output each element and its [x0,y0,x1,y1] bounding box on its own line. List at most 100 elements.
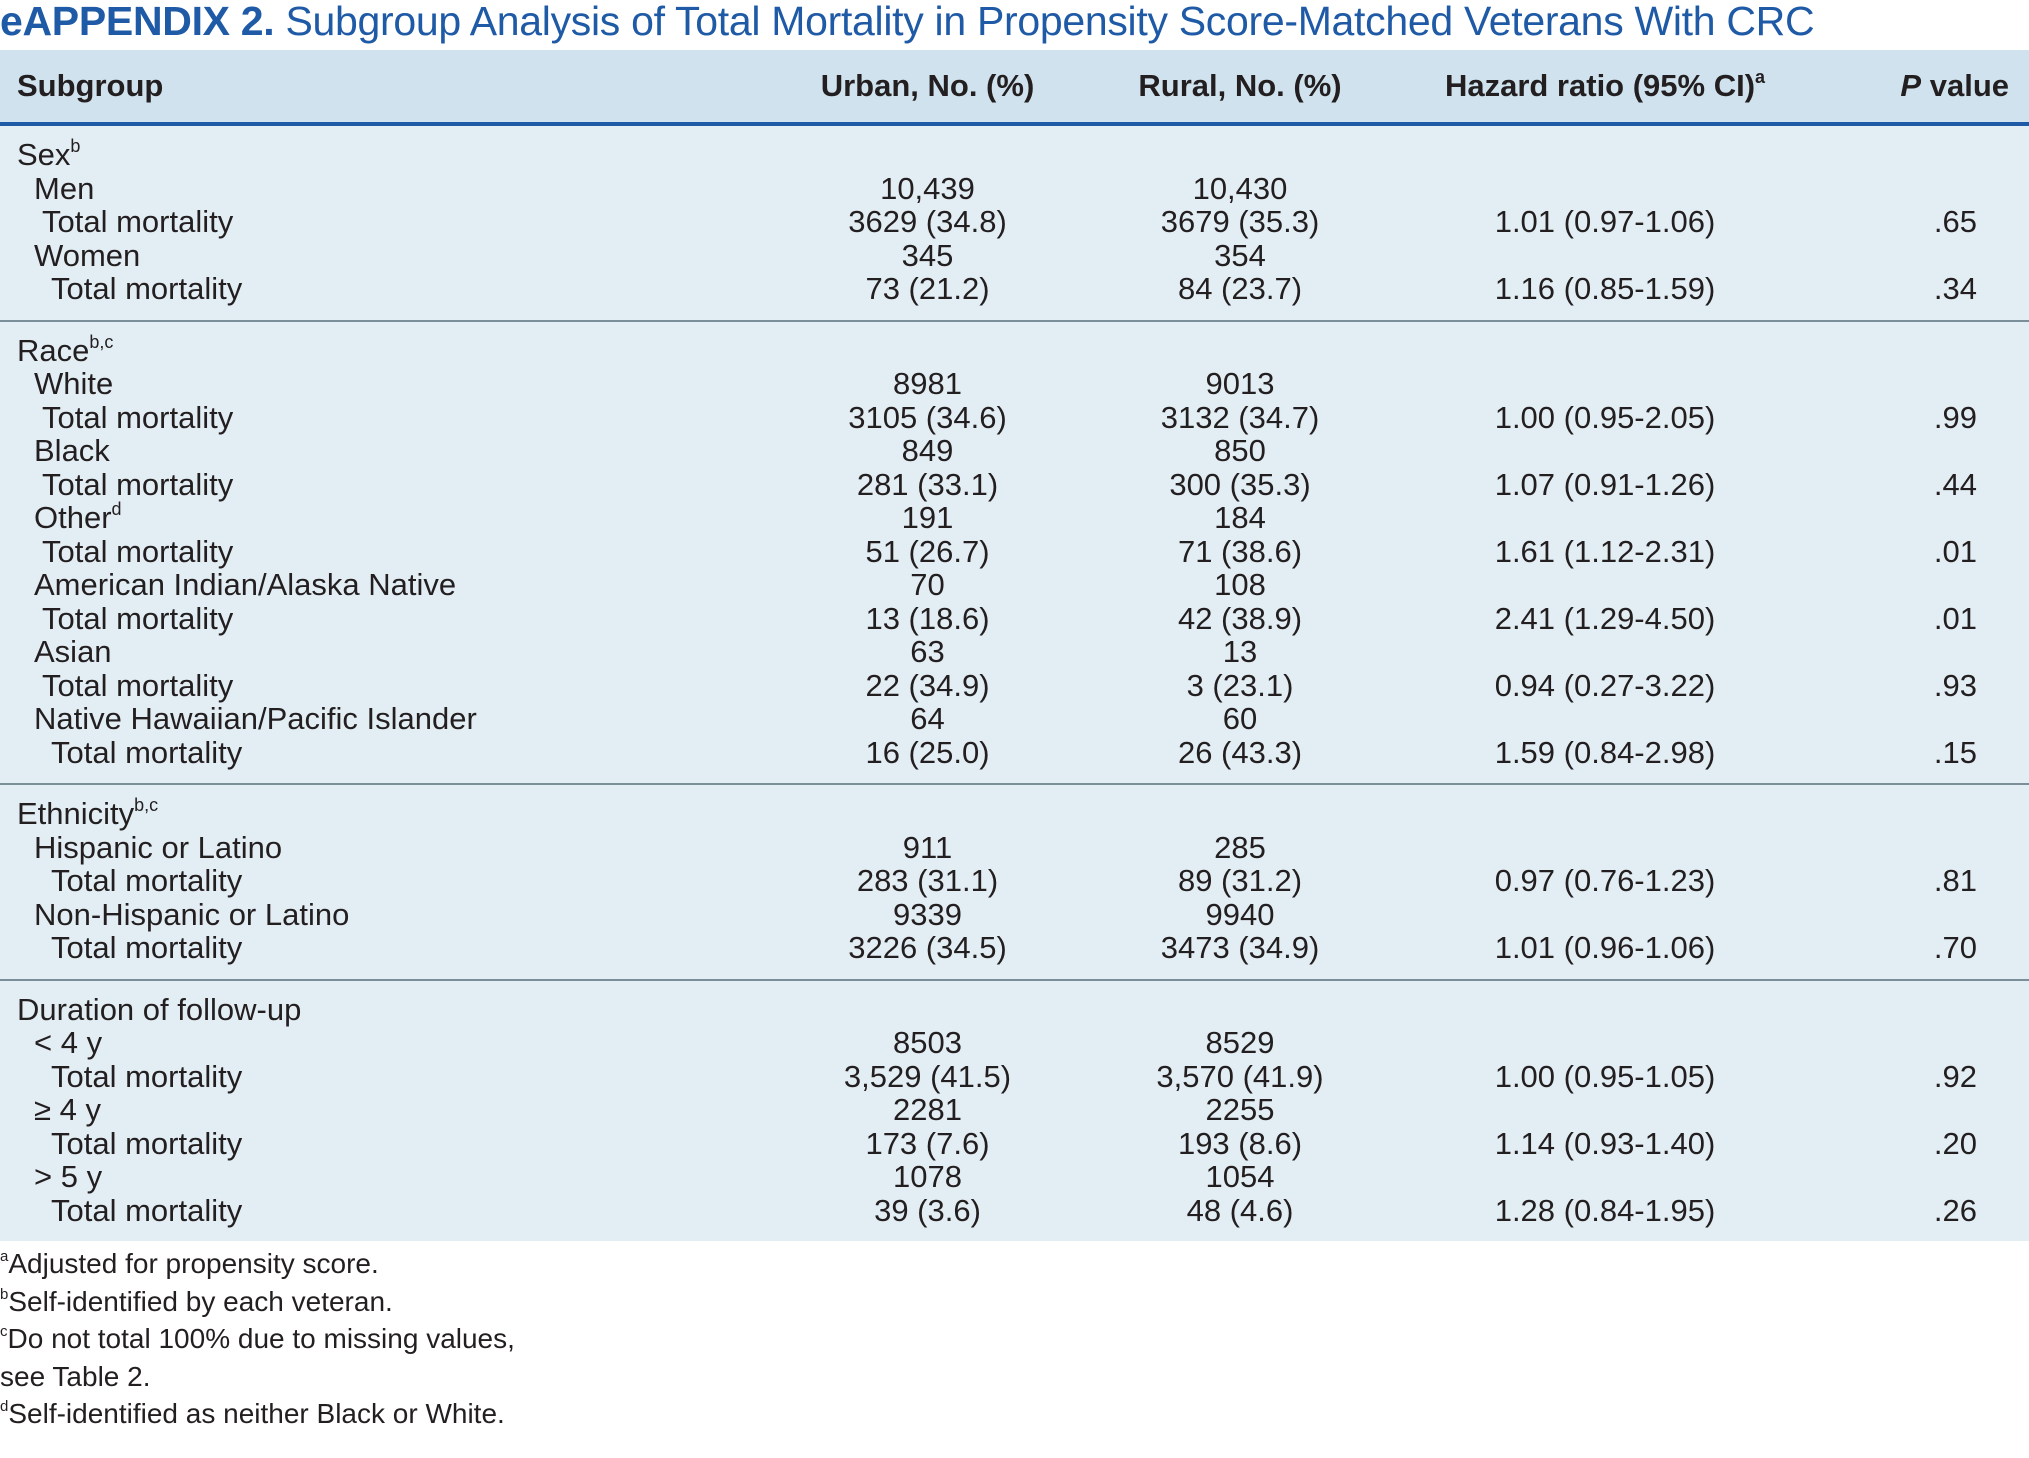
table-header: Subgroup Urban, No. (%) Rural, No. (%) H… [0,50,2029,126]
rural-cell: 300 (35.3) [1169,466,1311,502]
row-label: White [0,367,760,401]
urban-cell: 345 [901,237,954,273]
table-row: Total mortality 73 (21.2) 84 (23.7) 1.16 (0… [0,272,2029,306]
row-label-text: < 4 y [34,1025,103,1060]
table-row: Total mortality 39 (3.6) 48 (4.6) 1.28 (0.8… [0,1193,2029,1228]
row-label-text: Total mortality [42,600,234,636]
hazard-ratio-cell [1385,898,1825,932]
urban-cell: 8981 [893,366,962,401]
row-label: Total mortality [0,600,760,636]
row-label-text: > 5 y [34,1159,103,1194]
rural-cell: 10,430 [1192,170,1288,206]
hazard-ratio-cell [1385,367,1825,401]
rural-cell: 9013 [1205,366,1275,401]
footnote-marker: b,c [89,331,114,352]
rural-cell: 8529 [1205,1025,1275,1060]
p-value-cell [1825,1160,2029,1194]
section-header: Sexb [0,137,760,172]
hazard-ratio-cell: 1.59 (0.84-2.98) [1494,734,1716,770]
p-value-cell: .81 [1933,863,1977,898]
hazard-ratio-cell: 1.01 (0.97-1.06) [1494,204,1716,239]
table-row: Total mortality 3226 (34.5) 3473 (34.9) 1.0… [0,931,2029,965]
table-row: American Indian/Alaska Native 70 108 [0,568,2029,602]
urban-cell: 191 [901,500,954,535]
row-label-text: Black [34,433,110,468]
hazard-ratio-cell: 1.61 (1.12-2.31) [1494,533,1716,569]
rural-cell: 184 [1214,500,1266,535]
urban-cell: 8503 [893,1025,962,1060]
row-label: ≥ 4 y [0,1093,760,1127]
table-section: Ethnicityb,c Hispanic or Latino 911 285 Tota… [0,785,2029,981]
urban-cell: 3629 (34.8) [848,204,1007,239]
rural-cell: 3473 (34.9) [1160,930,1320,965]
urban-cell: 849 [901,433,954,468]
hazard-ratio-cell [1385,1160,1825,1194]
hazard-ratio-cell [1385,172,1825,206]
rural-cell: 850 [1214,433,1266,468]
table-section: Sexb Men 10,439 10,430 Total mortality 3629 (… [0,126,2029,322]
row-label-text: Total mortality [42,466,234,502]
row-label-text: American Indian/Alaska Native [34,567,457,602]
p-value-cell [1825,831,2029,865]
urban-cell: 64 [910,701,945,736]
subgroup-table: Subgroup Urban, No. (%) Rural, No. (%) H… [0,50,2029,1241]
table-row: Total mortality 3,529 (41.5) 3,570 (41.9) 1… [0,1058,2029,1094]
footnote-marker: a [1755,67,1766,87]
table-row: Total mortality 51 (26.7) 71 (38.6) 1.61 (1… [0,533,2029,569]
section-header-label: Ethnicity [17,796,135,831]
p-value-cell [1825,702,2029,736]
p-value-cell: .01 [1933,533,1977,569]
row-label: Native Hawaiian/Pacific Islander [0,702,760,736]
urban-cell: 16 (25.0) [865,734,990,770]
footnote-text: Self-identified by each veteran. [8,1285,393,1317]
rural-cell: 89 (31.2) [1177,863,1303,898]
urban-cell: 3,529 (41.5) [843,1058,1012,1094]
table-row: > 5 y 1078 1054 [0,1160,2029,1194]
row-label: Total mortality [0,466,760,502]
table-row: Hispanic or Latino 911 285 [0,829,2029,865]
hazard-ratio-cell: 1.14 (0.93-1.40) [1494,1125,1716,1161]
row-label-text: Total mortality [51,734,243,770]
section-header-label: Duration of follow-up [17,991,302,1027]
row-label: American Indian/Alaska Native [0,568,760,602]
rural-cell: 285 [1214,829,1266,865]
row-label: Total mortality [0,734,760,770]
footnote-text: Self-identified as neither Black or Whit… [8,1398,505,1429]
appendix-label: eAPPENDIX 2. [0,0,275,44]
section-header-row: Ethnicityb,c [0,795,2029,831]
p-value-cell: .01 [1933,600,1977,636]
section-header: Ethnicityb,c [0,795,760,831]
p-value-cell [1825,898,2029,932]
footnote: aAdjusted for propensity score. [0,1245,2029,1283]
p-value-cell [1825,1093,2029,1127]
footnote-marker: b [0,1285,9,1303]
table-body: Sexb Men 10,439 10,430 Total mortality 3629 (… [0,126,2029,1241]
footnote: see Table 2. [0,1358,2029,1396]
row-label: Total mortality [0,864,760,898]
hazard-ratio-cell [1385,1093,1825,1127]
row-label-text: Total mortality [42,204,234,239]
footnote-marker: b,c [134,795,159,815]
hazard-ratio-cell: 1.00 (0.95-2.05) [1494,399,1716,435]
urban-cell: 51 (26.7) [865,533,990,569]
p-value-cell: .15 [1933,734,1977,770]
table-row: Total mortality 13 (18.6) 42 (38.9) 2.41 (1… [0,600,2029,636]
p-value-cell [1825,635,2029,669]
p-value-cell [1825,434,2029,468]
rural-cell: 354 [1214,237,1266,273]
table-row: Black 849 850 [0,434,2029,468]
row-label: Total mortality [0,1059,760,1094]
p-value-cell [1825,501,2029,535]
column-header-subgroup: Subgroup [17,68,164,103]
row-label-text: ≥ 4 y [34,1092,101,1127]
rural-cell: 26 (43.3) [1177,734,1303,770]
section-header-row: Raceb,c [0,331,2029,368]
rural-cell: 13 [1222,634,1258,669]
row-label-text: Total mortality [51,863,243,898]
row-label: Total mortality [0,1126,760,1161]
row-label: Total mortality [0,931,760,965]
urban-cell: 2281 [893,1092,962,1127]
table-row: Asian 63 13 [0,635,2029,669]
urban-cell: 911 [902,829,953,865]
table-row: White 8981 9013 [0,367,2029,401]
